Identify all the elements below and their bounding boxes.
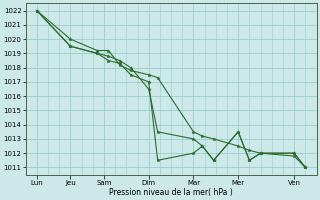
X-axis label: Pression niveau de la mer( hPa ): Pression niveau de la mer( hPa ) bbox=[109, 188, 233, 197]
